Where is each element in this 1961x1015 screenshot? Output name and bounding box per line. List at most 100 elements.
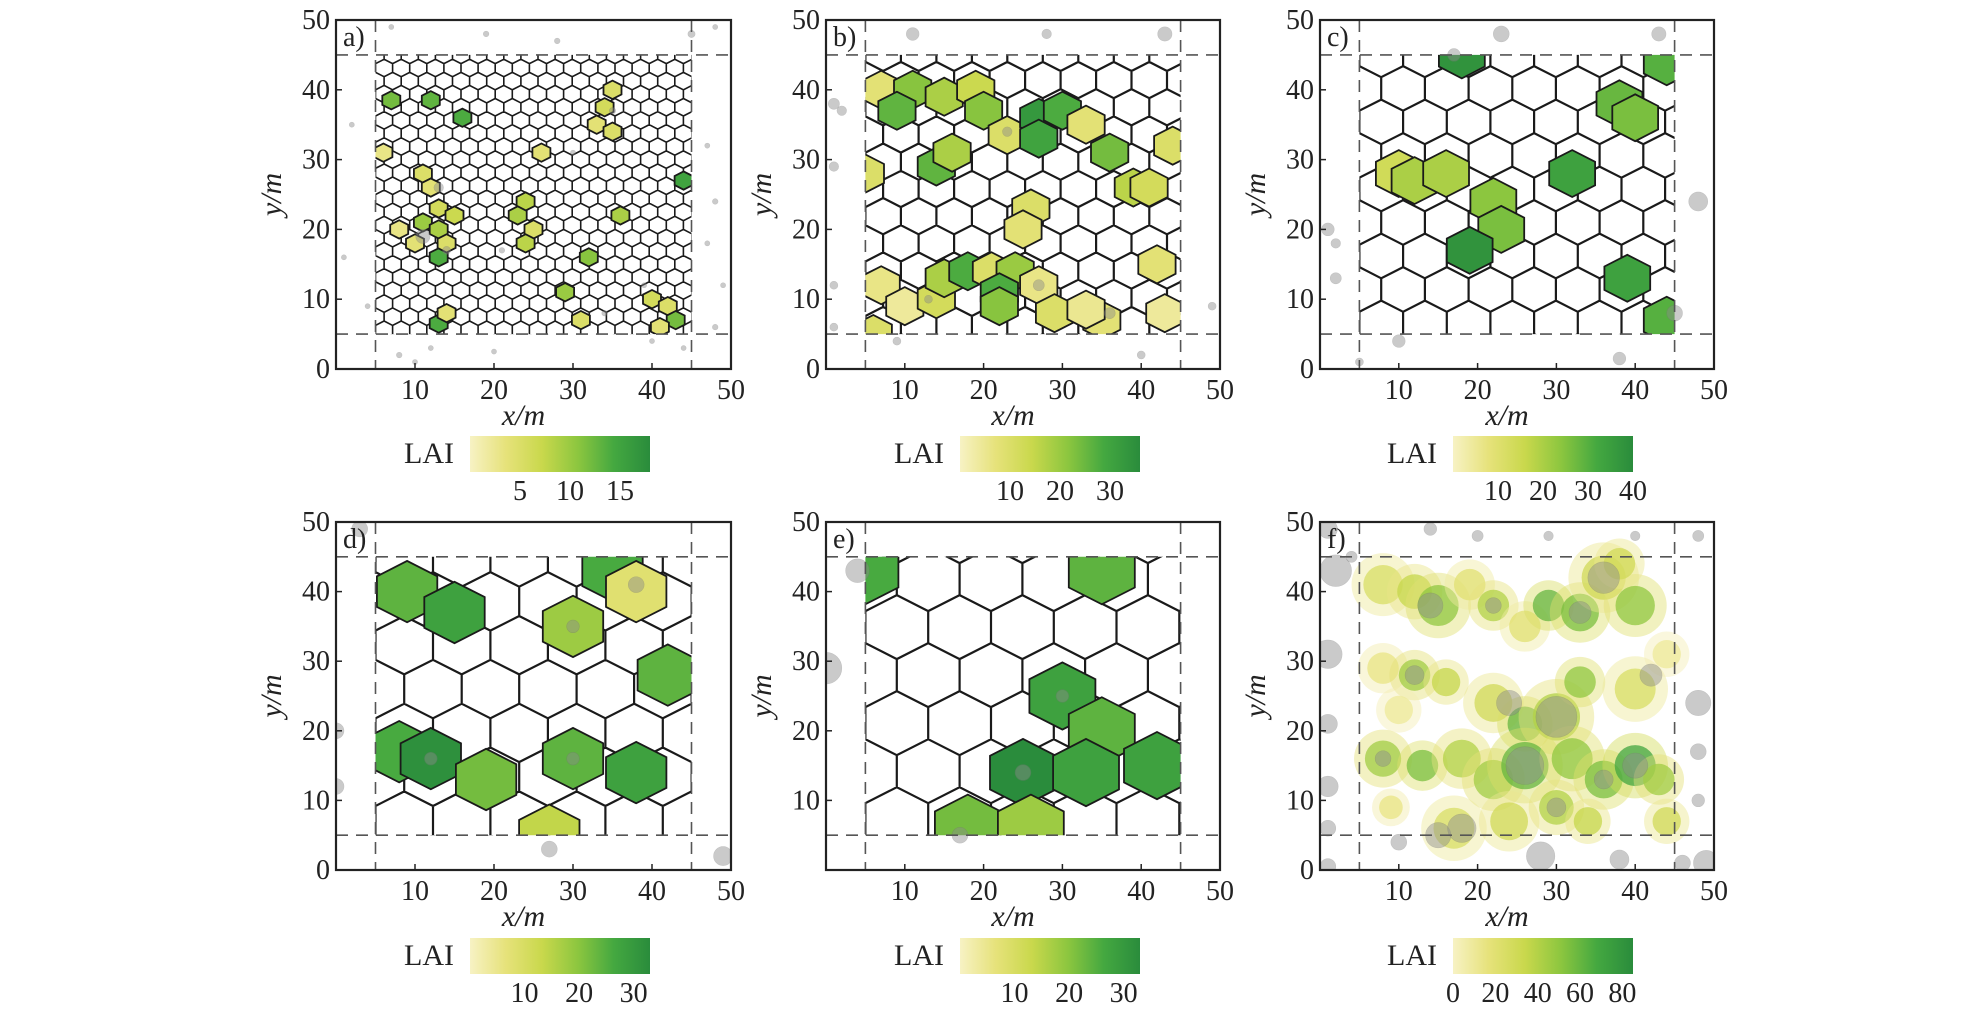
x-axis-label: x/m xyxy=(990,900,1034,933)
tree-point xyxy=(1320,858,1337,870)
x-axis-label: x/m xyxy=(1484,399,1528,432)
x-tick-label: 20 xyxy=(970,876,998,907)
tree-point xyxy=(1493,25,1510,43)
tree-point xyxy=(1692,530,1705,542)
tree-circles xyxy=(336,522,731,866)
hex-grid xyxy=(375,54,692,335)
lai-cell xyxy=(1003,209,1043,250)
y-axis-label: y/m xyxy=(1239,173,1272,219)
colorbar-label: LAI xyxy=(1387,437,1437,470)
lai-cell xyxy=(420,90,441,111)
lai-crown xyxy=(1539,790,1574,825)
lai-cell xyxy=(452,107,473,128)
colorbar-tick-label: 10 xyxy=(996,476,1024,507)
lai-cell xyxy=(381,90,402,111)
lai-crown xyxy=(1364,740,1402,777)
lai-cell xyxy=(1052,737,1120,808)
tree-point xyxy=(348,121,355,128)
lai-cell xyxy=(518,803,581,836)
y-tick-label: 50 xyxy=(302,507,330,538)
colorbar-label: LAI xyxy=(404,939,454,972)
x-tick-label: 10 xyxy=(401,876,429,907)
lai-cell xyxy=(1066,104,1106,145)
lai-crown xyxy=(1532,693,1581,741)
x-tick-label: 10 xyxy=(401,375,429,406)
y-tick-label: 20 xyxy=(302,716,330,747)
colorbar-tick-label: 20 xyxy=(1481,978,1509,1009)
x-tick-label: 40 xyxy=(638,876,666,907)
tree-point xyxy=(1651,26,1667,42)
colorbar-label: LAI xyxy=(404,437,454,470)
lai-crown xyxy=(1573,807,1603,836)
x-tick-label: 50 xyxy=(1206,876,1234,907)
axes-frame xyxy=(334,520,733,872)
lai-crown xyxy=(1603,548,1636,580)
colorbar-gradient xyxy=(470,938,650,974)
x-axis-label: x/m xyxy=(501,399,545,432)
lai-crown xyxy=(1442,739,1481,778)
x-axis-label: x/m xyxy=(501,900,545,933)
y-axis-label: y/m xyxy=(745,674,778,720)
lai-crown xyxy=(1406,749,1439,782)
panel-f: 10 20 30 40 50 0 10 20 30 40 50 x/m y/m f) LAI 0 20 40 60 8… xyxy=(1239,507,1728,1009)
lai-cell xyxy=(650,316,670,335)
lai-cell xyxy=(1066,289,1106,330)
colorbar-tick-label: 30 xyxy=(620,978,648,1009)
y-tick-label: 50 xyxy=(1286,507,1314,538)
lai-cell xyxy=(605,559,668,624)
tree-point xyxy=(1320,639,1343,669)
lai-cell xyxy=(610,205,631,226)
colorbar-tick-label: 80 xyxy=(1608,978,1636,1009)
tree-point xyxy=(1587,561,1620,594)
tree-point xyxy=(829,280,839,290)
x-tick-label: 50 xyxy=(717,375,745,406)
lai-crown xyxy=(1652,807,1681,836)
y-tick-label: 40 xyxy=(1286,577,1314,608)
panel-label: f) xyxy=(1327,524,1346,555)
tree-point xyxy=(1136,350,1146,360)
lai-crown xyxy=(1431,667,1461,697)
tree-point xyxy=(609,107,616,115)
colorbar: LAI 10 20 30 xyxy=(894,436,1140,507)
lai-cell xyxy=(979,286,1019,327)
lai-crown xyxy=(1652,640,1681,669)
plot-region-lines xyxy=(826,522,1220,870)
x-tick-label: 20 xyxy=(480,375,508,406)
colorbar-tick-label: 0 xyxy=(1446,978,1460,1009)
y-tick-label: 40 xyxy=(302,577,330,608)
lai-cell xyxy=(1438,54,1486,80)
lai-cell xyxy=(389,219,410,240)
y-tick-label: 10 xyxy=(792,785,820,816)
y-tick-label: 40 xyxy=(792,577,820,608)
tree-point xyxy=(1207,301,1217,311)
lai-cell xyxy=(423,580,486,645)
panel-e: 10 20 30 40 50 10 20 30 40 50 x/m y/m e) LAI 10 20 30 xyxy=(745,507,1234,1009)
colorbar-tick-label: 20 xyxy=(1529,476,1557,507)
x-tick-label: 30 xyxy=(1048,876,1076,907)
colorbar-tick-label: 20 xyxy=(565,978,593,1009)
tree-point xyxy=(1404,665,1425,685)
tree-circles xyxy=(1320,522,1714,870)
lai-cell xyxy=(1422,149,1470,199)
tree-point xyxy=(483,30,490,38)
lai-cell xyxy=(571,309,591,331)
lai-cell xyxy=(1129,167,1169,208)
x-tick-label: 30 xyxy=(1542,375,1570,406)
lai-cell xyxy=(673,170,692,191)
x-tick-label: 10 xyxy=(891,375,919,406)
tree-point xyxy=(1320,554,1352,587)
axes-frame xyxy=(824,18,1222,371)
colorbar-tick-label: 30 xyxy=(1096,476,1124,507)
tree-point xyxy=(1390,833,1407,851)
tree-point xyxy=(641,282,647,289)
tree-point xyxy=(1320,522,1338,539)
lai-cell xyxy=(885,286,925,327)
lai-cell xyxy=(455,747,518,812)
tree-circles xyxy=(341,24,726,365)
y-tick-label: 20 xyxy=(302,214,330,245)
y-tick-label: 10 xyxy=(1286,284,1314,315)
y-tick-label: 30 xyxy=(1286,145,1314,176)
tree-point xyxy=(1526,841,1556,870)
y-axis-label: y/m xyxy=(745,173,778,219)
tree-point xyxy=(1157,26,1173,42)
